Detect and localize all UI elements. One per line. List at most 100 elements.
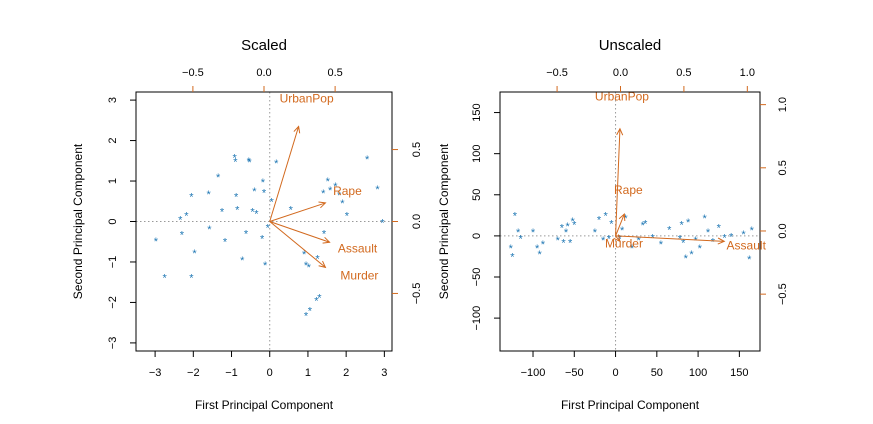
data-point: * [340,198,345,210]
data-point: * [252,186,257,198]
chart-title: Unscaled [599,37,662,54]
data-point: * [618,233,623,245]
arrowhead-rape [318,201,327,209]
loading-vector-urbanpop [615,128,621,236]
data-point: * [706,227,711,239]
x-tick-label: 2 [343,367,349,379]
x-tick-label: −100 [521,367,546,379]
data-point: * [232,153,237,165]
y-tick-label: −1 [107,256,119,269]
right-tick-label: 0.0 [411,214,423,229]
data-point: * [556,235,561,247]
data-point: * [570,216,575,228]
arrowhead-assault [322,236,331,244]
data-point: * [509,243,514,255]
data-point: * [154,236,159,248]
y-tick-label: 0 [107,218,119,224]
data-point: * [322,229,327,241]
data-point: * [235,204,240,216]
y-axis-title: Second Principal Component [71,143,85,299]
data-point: * [262,187,267,199]
data-point: * [729,232,734,244]
y-axis-title: Second Principal Component [437,143,451,299]
y-tick-label: 0 [471,233,483,239]
data-point: * [531,227,536,239]
x-tick-label: −50 [565,367,584,379]
top-tick-label: 0.0 [256,67,271,79]
arrowhead-rape [618,212,626,222]
data-point: * [233,157,238,169]
top-tick-label: 0.5 [676,67,691,79]
loading-vector-murder [269,221,326,268]
y-tick-label: 150 [471,103,483,121]
data-point: * [711,237,716,249]
y-tick-label: −100 [471,306,483,331]
data-point: * [192,248,197,260]
data-point: * [189,191,194,203]
data-point: * [321,188,326,200]
y-tick-label: −3 [107,337,119,350]
data-point: * [244,229,249,241]
vector-label-assault: Assault [338,241,378,255]
data-point: * [220,206,225,218]
data-point: * [328,185,333,197]
y-tick-label: 2 [107,138,119,144]
data-point: * [703,213,708,225]
data-point: * [307,262,312,274]
data-point: * [717,223,722,235]
top-tick-label: −0.5 [182,67,204,79]
data-point: * [254,208,259,220]
arrowhead-assault [717,237,726,245]
data-point: * [207,224,212,236]
data-point: * [722,233,727,245]
data-point: * [659,239,664,251]
data-point: * [684,253,689,265]
x-axis-title: First Principal Component [561,398,700,412]
data-point: * [561,237,566,249]
vector-label-rape: Rape [614,183,643,197]
data-point: * [308,306,313,318]
data-point: * [274,158,279,170]
top-tick-label: 0.5 [327,67,342,79]
data-point: * [250,206,255,218]
data-point: * [560,223,565,235]
x-tick-label: −3 [149,367,162,379]
data-point: * [686,217,691,229]
data-point: * [206,189,211,201]
data-point: * [326,176,331,188]
data-point: * [620,225,625,237]
arrowhead-urbanpop [293,125,301,134]
x-tick-label: 100 [689,367,707,379]
data-point: * [184,210,189,222]
data-point: * [189,272,194,284]
data-point: * [689,249,694,261]
right-tick-label: 0.0 [777,223,789,238]
loading-vector-rape [615,213,625,237]
y-tick-label: 100 [471,144,483,162]
data-point: * [609,219,614,231]
data-point: * [375,184,380,196]
data-point: * [693,235,698,247]
data-point: * [741,229,746,241]
vector-label-murder: Murder [340,268,378,282]
vector-label-assault: Assault [727,238,767,252]
right-tick-label: 1.0 [777,97,789,112]
data-point: * [568,237,573,249]
x-tick-label: 3 [381,367,387,379]
data-point: * [607,233,612,245]
data-point: * [247,157,252,169]
data-point: * [289,204,294,216]
y-tick-label: −50 [471,268,483,287]
data-point: * [623,213,628,225]
x-tick-label: 50 [651,367,663,379]
data-point: * [216,172,221,184]
loading-vector-murder [615,235,621,242]
data-point: * [643,219,648,231]
x-tick-label: 1 [305,367,311,379]
data-point: * [572,219,577,231]
data-point: * [537,249,542,261]
data-point: * [597,214,602,226]
data-point: * [564,227,569,239]
data-point: * [593,227,598,239]
data-point: * [604,210,609,222]
